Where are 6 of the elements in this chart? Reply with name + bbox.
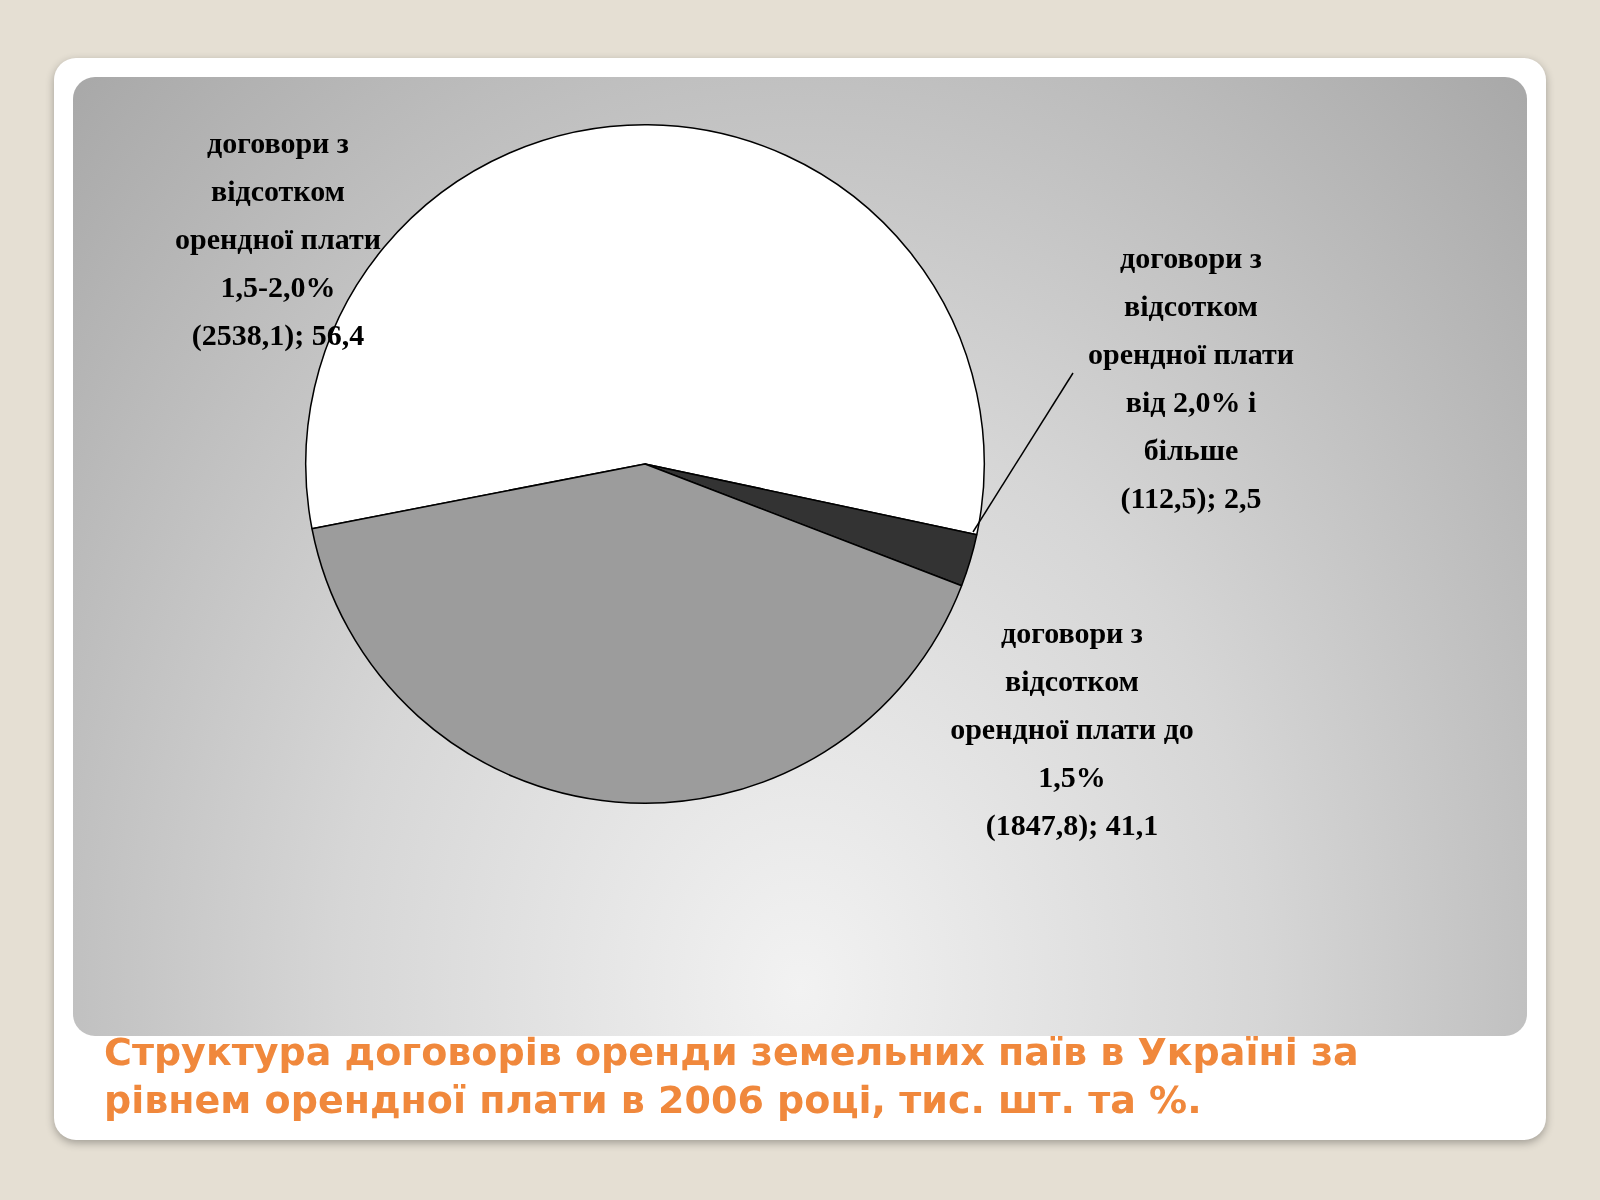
slice-label: договори з відсотком орендної плати до 1,5% (950, 615, 1194, 793)
slice-label: договори з відсотком орендної плати 1,5-2,0% (175, 125, 381, 303)
text: Структура договорів оренди земельних паїв в Україні за рівнем орендної плати в 2006 році, тис. шт. та %. (104, 1029, 1360, 1124)
data-label: (1847,8); 41,1 (985, 807, 1159, 842)
slice-label: договори з відсотком орендної плати від 2,0% і більше (1088, 240, 1294, 466)
data-label: (112,5); 2,5 (1120, 480, 1262, 515)
